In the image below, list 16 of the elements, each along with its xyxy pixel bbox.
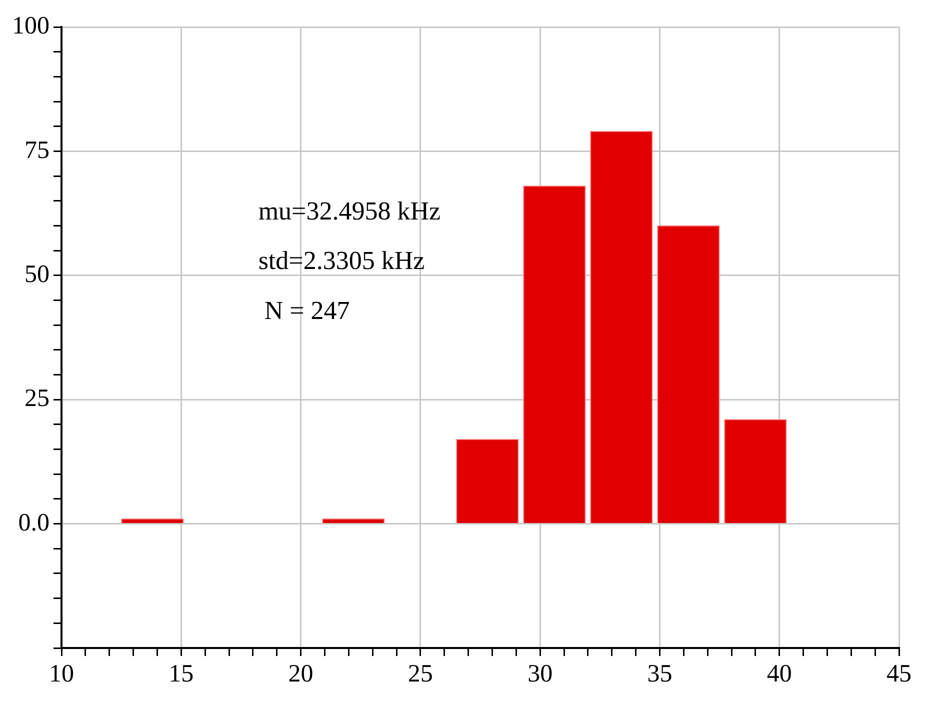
annotation: N = 247 <box>264 296 350 325</box>
annotation: mu=32.4958 kHz <box>258 196 441 226</box>
x-tick-label: 35 <box>647 660 672 688</box>
x-tick-label: 40 <box>766 660 792 688</box>
x-tick-label: 25 <box>408 660 433 688</box>
y-tick-label: 25 <box>24 385 50 412</box>
x-tick-label: 45 <box>886 660 912 688</box>
x-tick-label: 15 <box>168 660 194 688</box>
y-tick-label: 100 <box>12 12 50 40</box>
annotation: std=2.3305 kHz <box>258 246 425 276</box>
y-tick-label: 75 <box>24 136 50 164</box>
y-tick-label: 50 <box>24 260 50 288</box>
y-tick-label: 0.0 <box>18 509 50 536</box>
x-tick-label: 10 <box>49 660 74 688</box>
x-tick-label: 20 <box>288 660 314 688</box>
x-tick-label: 30 <box>528 660 553 688</box>
